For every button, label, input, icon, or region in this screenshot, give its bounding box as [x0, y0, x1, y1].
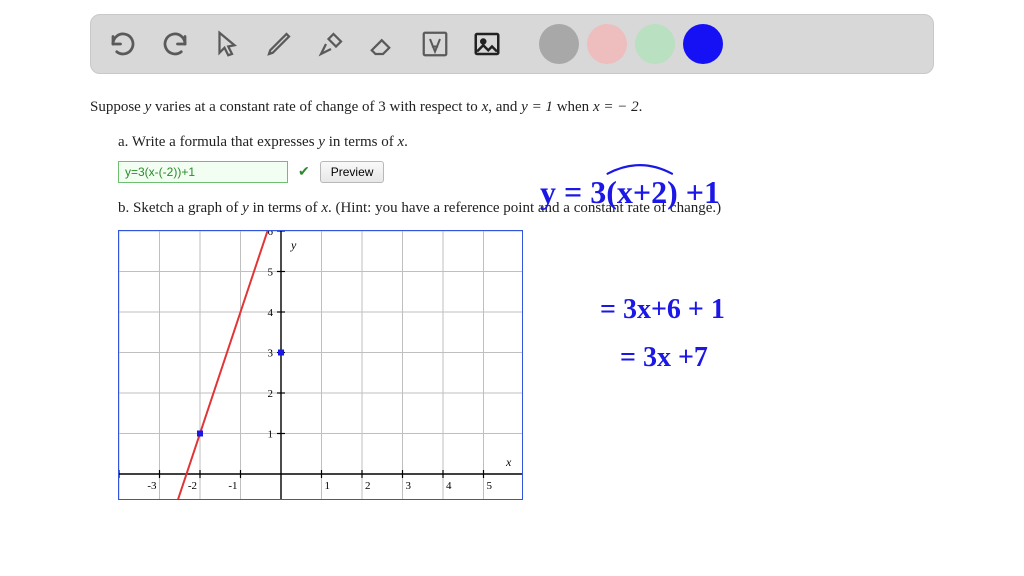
graph-container: -4-3-2-1123456-1123456xy: [118, 230, 523, 500]
handwriting-line-3: = 3x +7: [620, 342, 708, 374]
cursor-tool-icon[interactable]: [205, 22, 249, 66]
intro-text: when: [553, 99, 593, 115]
svg-text:5: 5: [268, 266, 274, 278]
color-blue[interactable]: [683, 24, 723, 64]
handwriting-line-2: = 3x+6 + 1: [600, 294, 725, 326]
part-a: a. Write a formula that expresses y in t…: [118, 131, 934, 154]
color-green[interactable]: [635, 24, 675, 64]
intro-text: .: [639, 99, 643, 115]
eq: y = 1: [521, 99, 553, 115]
intro-text: Suppose: [90, 99, 145, 115]
graph-svg: -4-3-2-1123456-1123456xy: [119, 231, 523, 500]
redo-button[interactable]: [153, 22, 197, 66]
svg-text:6: 6: [268, 231, 274, 238]
formula-input[interactable]: [118, 161, 288, 183]
part-b: b. Sketch a graph of y in terms of x. (H…: [118, 197, 934, 220]
color-pink[interactable]: [587, 24, 627, 64]
part-a-text: in terms of: [325, 134, 398, 150]
svg-text:5: 5: [487, 480, 493, 492]
svg-text:3: 3: [268, 347, 274, 359]
eraser-tool-icon[interactable]: [361, 22, 405, 66]
var-y: y: [318, 134, 325, 150]
svg-text:4: 4: [268, 307, 274, 319]
svg-text:3: 3: [406, 480, 412, 492]
color-gray[interactable]: [539, 24, 579, 64]
check-icon: ✔: [298, 162, 310, 183]
text-tool-icon[interactable]: [413, 22, 457, 66]
svg-text:y: y: [290, 238, 297, 252]
intro-text: varies at a constant rate of change of 3…: [151, 99, 481, 115]
handwriting-line-1: y = 3(x+2) +1: [540, 174, 720, 211]
part-a-text: .: [404, 134, 408, 150]
svg-text:2: 2: [365, 480, 371, 492]
svg-text:-2: -2: [188, 480, 197, 492]
undo-button[interactable]: [101, 22, 145, 66]
svg-text:-3: -3: [147, 480, 157, 492]
part-b-text: in terms of: [249, 200, 322, 216]
eq: x = − 2: [593, 99, 639, 115]
svg-text:-1: -1: [228, 480, 237, 492]
svg-text:x: x: [505, 455, 512, 469]
preview-button[interactable]: Preview: [320, 161, 385, 183]
part-a-text: a. Write a formula that expresses: [118, 134, 318, 150]
var-x: x: [321, 200, 328, 216]
svg-text:1: 1: [268, 428, 274, 440]
tools-icon[interactable]: [309, 22, 353, 66]
image-tool-icon[interactable]: [465, 22, 509, 66]
pencil-tool-icon[interactable]: [257, 22, 301, 66]
answer-row: ✔ Preview: [118, 161, 934, 183]
svg-text:2: 2: [268, 388, 274, 400]
var-y: y: [242, 200, 249, 216]
intro-text: , and: [488, 99, 521, 115]
part-b-text: b. Sketch a graph of: [118, 200, 242, 216]
question-content: Suppose y varies at a constant rate of c…: [0, 74, 1024, 500]
svg-text:4: 4: [446, 480, 452, 492]
svg-text:1: 1: [325, 480, 331, 492]
annotation-toolbar: [90, 14, 934, 74]
question-intro: Suppose y varies at a constant rate of c…: [90, 96, 934, 119]
